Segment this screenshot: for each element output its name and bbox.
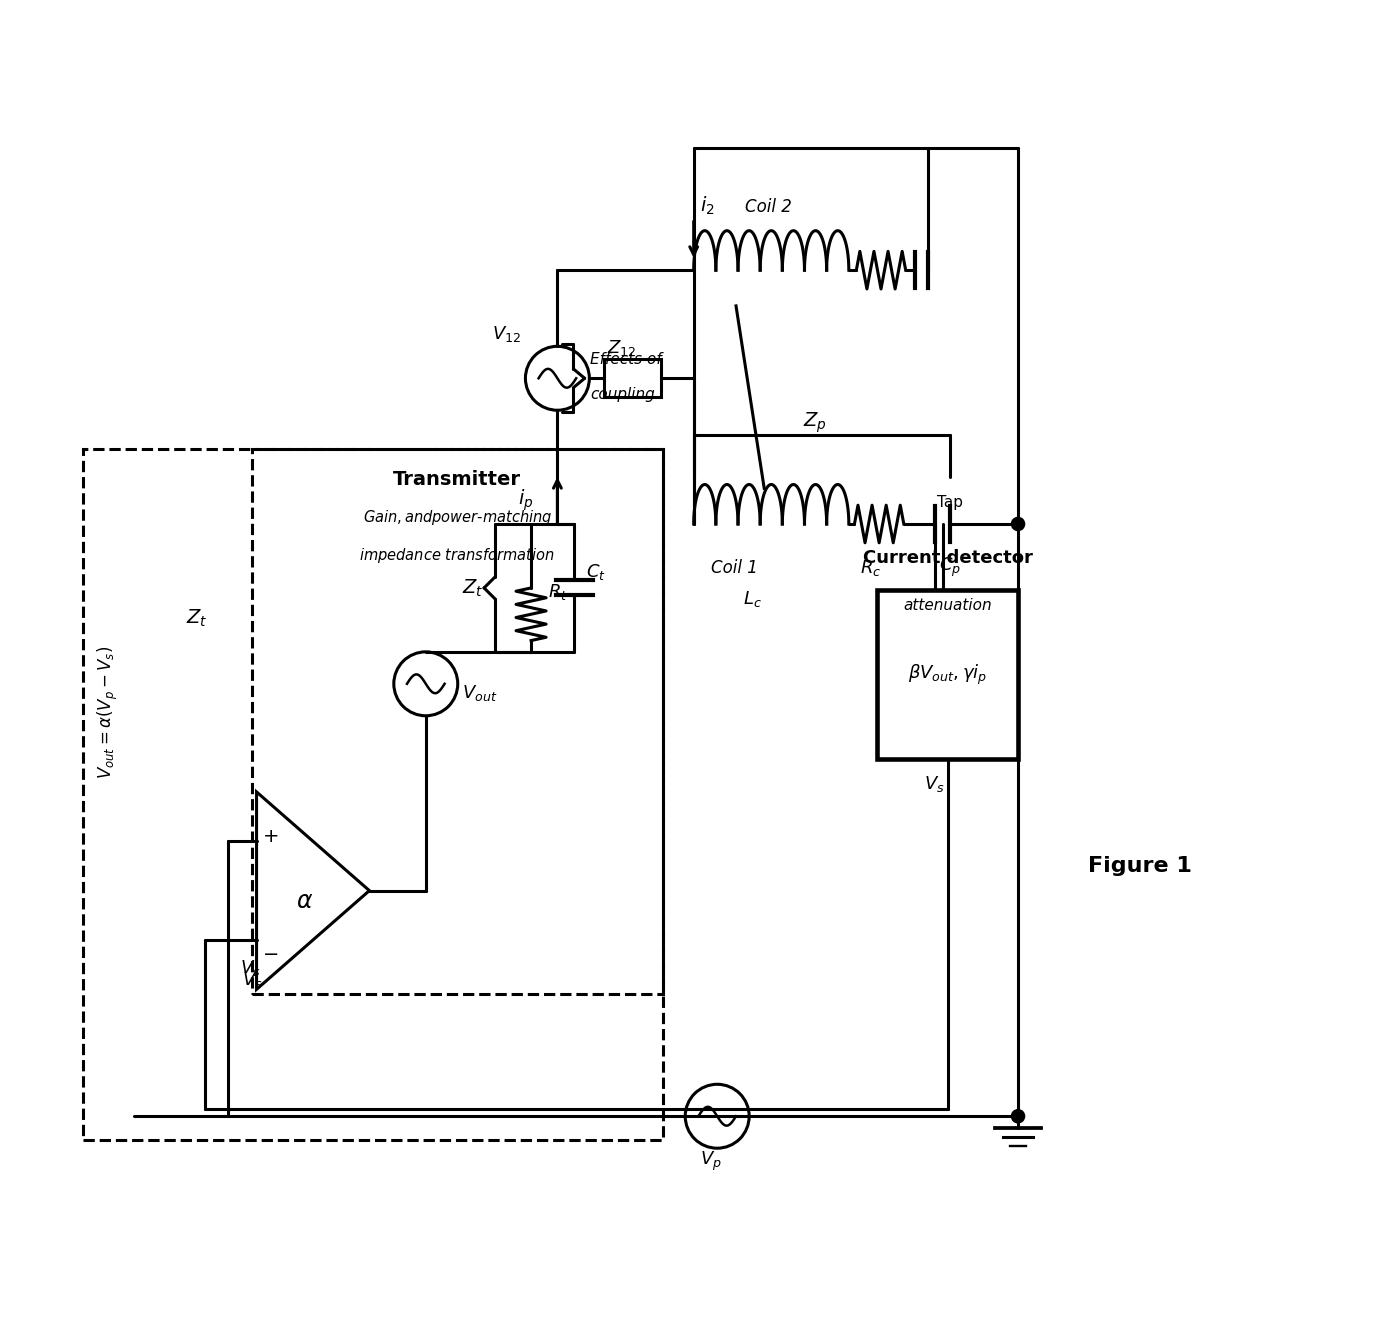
Text: $V_s$: $V_s$ bbox=[240, 958, 260, 978]
Bar bbox=[83, 448, 663, 1140]
Text: $R_t$: $R_t$ bbox=[548, 583, 568, 602]
Text: $R_c$: $R_c$ bbox=[860, 557, 882, 577]
Bar bbox=[252, 448, 663, 994]
Text: $i_p$: $i_p$ bbox=[518, 488, 533, 513]
Text: $L_c$: $L_c$ bbox=[743, 589, 762, 609]
Text: $V_{out}$: $V_{out}$ bbox=[462, 682, 497, 702]
Text: $Gain, and power\text{-}matching$: $Gain, and power\text{-}matching$ bbox=[362, 508, 553, 527]
Text: Figure 1: Figure 1 bbox=[1089, 855, 1192, 876]
Text: Tap: Tap bbox=[937, 495, 963, 511]
Text: $V_{out} = \alpha(V_p - V_s)$: $V_{out} = \alpha(V_p - V_s)$ bbox=[96, 645, 120, 779]
Text: $Z_p$: $Z_p$ bbox=[803, 411, 827, 435]
Text: $V_{12}$: $V_{12}$ bbox=[492, 323, 521, 343]
Text: $C_p$: $C_p$ bbox=[938, 556, 960, 579]
Text: $\alpha$: $\alpha$ bbox=[296, 888, 313, 912]
Text: $V_s$: $V_s$ bbox=[243, 970, 263, 990]
Text: $V_s$: $V_s$ bbox=[925, 774, 945, 794]
Text: $\beta V_{out}, \gamma i_p$: $\beta V_{out}, \gamma i_p$ bbox=[908, 662, 987, 688]
Circle shape bbox=[1011, 517, 1025, 531]
Text: attenuation: attenuation bbox=[903, 598, 992, 613]
Text: $Z_t$: $Z_t$ bbox=[463, 577, 484, 598]
Text: $C_t$: $C_t$ bbox=[586, 561, 605, 581]
Text: coupling: coupling bbox=[590, 387, 655, 402]
Text: $impedance\ transformation$: $impedance\ transformation$ bbox=[360, 545, 555, 565]
Bar bbox=[876, 589, 1018, 759]
Circle shape bbox=[1011, 1109, 1025, 1123]
Text: Current detector: Current detector bbox=[863, 549, 1032, 568]
Text: $+$: $+$ bbox=[262, 827, 278, 846]
Text: $i_2$: $i_2$ bbox=[700, 196, 715, 217]
Text: $-$: $-$ bbox=[262, 943, 278, 963]
Text: $Z_t$: $Z_t$ bbox=[186, 608, 208, 629]
Text: Transmitter: Transmitter bbox=[393, 469, 521, 488]
Bar bbox=[605, 359, 661, 398]
Text: Coil 1: Coil 1 bbox=[711, 559, 758, 577]
Text: Coil 2: Coil 2 bbox=[745, 198, 792, 215]
Text: $V_p$: $V_p$ bbox=[700, 1150, 722, 1173]
Text: Effects of: Effects of bbox=[590, 352, 661, 367]
Text: $Z_{12}$: $Z_{12}$ bbox=[608, 338, 637, 358]
